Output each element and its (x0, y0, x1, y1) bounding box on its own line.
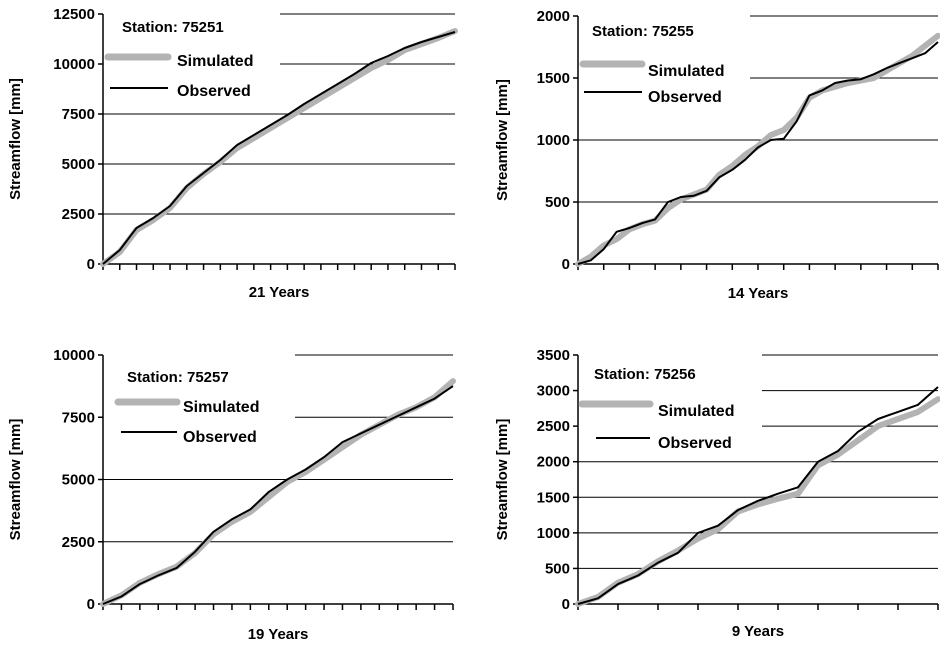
legend-observed-label: Observed (177, 83, 251, 100)
series-simulated-line (100, 28, 458, 267)
y-tick-label: 7500 (62, 106, 95, 123)
y-tick-label: 2000 (537, 8, 570, 25)
y-tick-label: 12500 (53, 6, 95, 23)
legend-simulated-label: Simulated (648, 63, 724, 80)
y-tick-label: 2500 (62, 206, 95, 223)
y-tick-label: 1000 (537, 132, 570, 149)
y-tick-label: 0 (562, 596, 570, 613)
y-tick-label: 10000 (53, 56, 95, 73)
y-tick-label: 3500 (537, 347, 570, 364)
x-axis-title: 9 Years (732, 623, 784, 640)
chart-panel-0: 0 2500 5000 7500 10000 12500 Streamflow [mm] 21… (7, 6, 458, 301)
legend-observed-label: Observed (648, 89, 722, 106)
x-axis-title: 21 Years (249, 284, 310, 301)
y-tick-label: 5000 (62, 472, 95, 489)
legend-observed-label: Observed (658, 435, 732, 452)
station-label: Station: 75251 (122, 19, 224, 36)
series-simulated-line (575, 396, 940, 607)
x-axis-title: 19 Years (248, 626, 309, 643)
y-axis-title: Streamflow [mm] (494, 419, 511, 541)
y-tick-label: 2000 (537, 454, 570, 471)
y-tick-label: 10000 (53, 347, 95, 364)
series-observed-line (577, 41, 939, 265)
y-tick-label: 1000 (537, 525, 570, 542)
chart-panel-2: 0 2500 5000 7500 10000 Streamflow [mm] 19 Year… (7, 347, 456, 643)
y-tick-label: 3000 (537, 383, 570, 400)
y-tick-label: 0 (87, 256, 95, 273)
y-tick-label: 2500 (62, 534, 95, 551)
y-axis-title: Streamflow [mm] (7, 419, 24, 541)
y-tick-label: 1500 (537, 489, 570, 506)
y-tick-label: 2500 (537, 418, 570, 435)
station-label: Station: 75255 (592, 23, 694, 40)
legend-simulated-label: Simulated (183, 399, 259, 416)
series-observed-line (102, 31, 456, 265)
series-observed-line (102, 385, 454, 605)
station-label: Station: 75256 (594, 366, 696, 383)
y-tick-label: 5000 (62, 156, 95, 173)
y-axis-title: Streamflow [mm] (7, 78, 24, 200)
y-tick-label: 0 (562, 256, 570, 273)
legend-simulated-label: Simulated (658, 403, 734, 420)
chart-panel-1: 0 500 1000 1500 2000 Streamflow [mm] 14 Years S… (494, 8, 940, 302)
x-axis-title: 14 Years (728, 285, 789, 302)
legend-simulated-label: Simulated (177, 53, 253, 70)
y-tick-label: 7500 (62, 409, 95, 426)
y-tick-label: 0 (87, 596, 95, 613)
y-tick-label: 500 (545, 194, 570, 211)
series-observed-line (577, 386, 939, 605)
legend-observed-label: Observed (183, 429, 257, 446)
y-axis-title: Streamflow [mm] (494, 79, 511, 201)
y-tick-label: 1500 (537, 70, 570, 87)
series-simulated-line (575, 32, 940, 267)
chart-panel-3: 0 500 1000 1500 2000 2500 3000 3500 Streamflow [… (494, 347, 940, 640)
station-label: Station: 75257 (127, 369, 229, 386)
y-tick-label: 500 (545, 560, 570, 577)
